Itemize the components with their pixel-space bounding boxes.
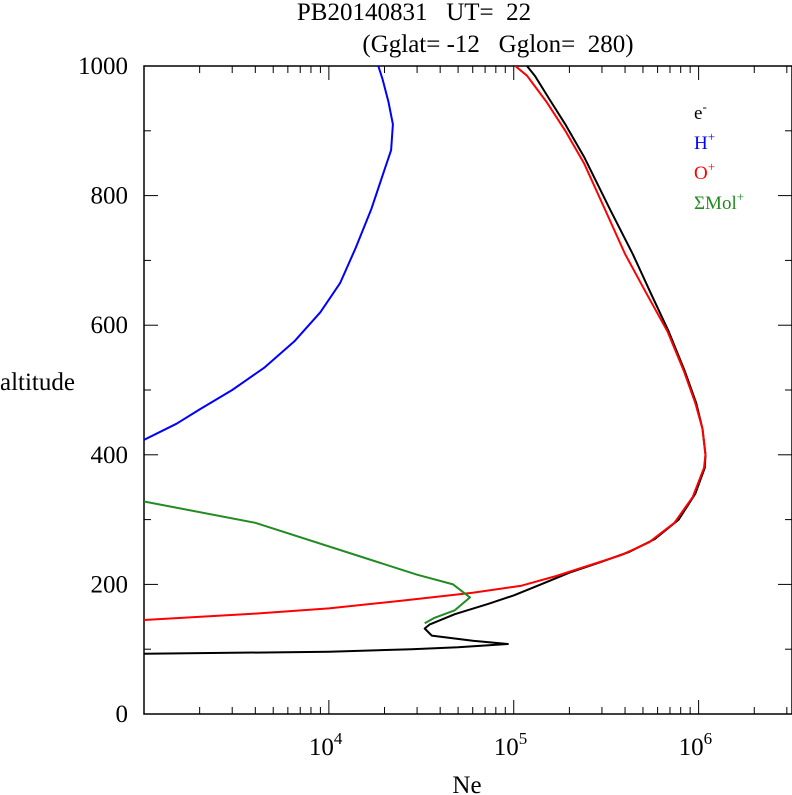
legend-entry: ΣMol+ <box>694 189 744 214</box>
series-line <box>144 66 707 655</box>
x-tick-label: 104 <box>309 729 343 761</box>
series-line <box>144 500 471 625</box>
series-line <box>144 66 707 621</box>
legend-entry: H+ <box>694 129 715 154</box>
legend-entry: e- <box>694 99 707 124</box>
y-tick-label: 600 <box>91 312 129 339</box>
x-tick-label: 106 <box>679 729 713 761</box>
y-tick-label: 400 <box>91 442 129 469</box>
x-tick-labels: 104 105 106 <box>309 729 712 761</box>
x-axis-label: Ne <box>452 772 481 795</box>
x-tick-label: 105 <box>494 729 528 761</box>
chart-title: PB20140831 UT= 22 <box>297 0 531 26</box>
y-tick-labels: 0 200 400 600 800 1000 <box>78 53 128 728</box>
legend-entry: O+ <box>694 159 715 184</box>
chart-subtitle: (Gglat= -12 Gglon= 280) <box>362 31 633 58</box>
y-tick-label: 800 <box>91 183 129 210</box>
y-tick-label: 1000 <box>78 53 128 80</box>
legend: e- H+ O+ ΣMol+ <box>694 99 744 214</box>
y-tick-label: 0 <box>116 701 129 728</box>
axis-ticks <box>143 65 792 715</box>
y-tick-label: 200 <box>91 571 129 598</box>
series-line <box>144 66 394 441</box>
y-axis-label: altitude <box>0 369 75 396</box>
series-lines <box>144 66 707 655</box>
